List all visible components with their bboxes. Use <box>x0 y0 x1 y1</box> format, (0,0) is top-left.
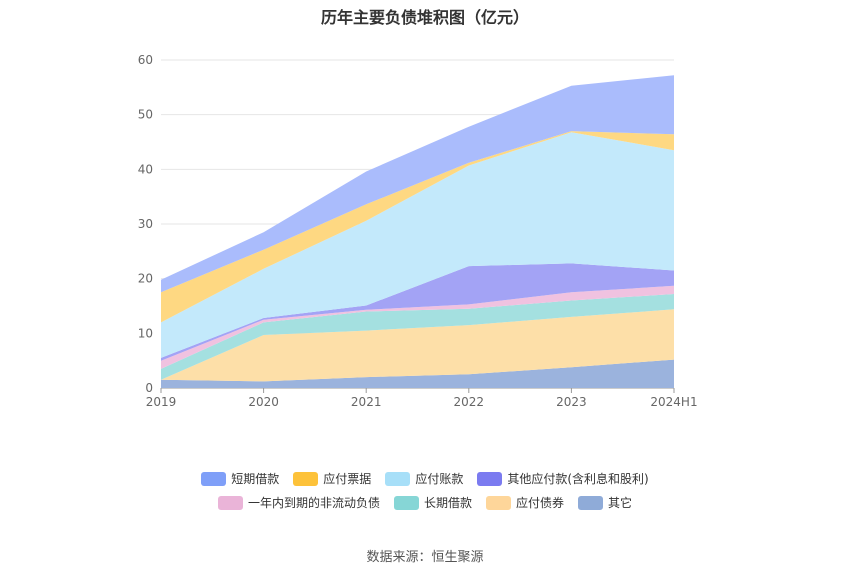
chart-legend: 短期借款 应付票据 应付账款 其他应付款(含利息和股利) 一年内到期的非流动负债 长期借款… <box>0 470 850 518</box>
legend-swatch <box>293 471 319 486</box>
legend-swatch <box>393 495 419 510</box>
legend-item[interactable]: 其它 <box>578 494 632 511</box>
legend-item[interactable]: 其他应付款(含利息和股利) <box>477 470 649 487</box>
area-series <box>161 309 674 382</box>
legend-item[interactable]: 长期借款 <box>393 494 472 511</box>
legend-swatch <box>486 495 511 510</box>
legend-swatch <box>201 471 227 486</box>
legend-label: 应付账款 <box>415 472 464 486</box>
area-series <box>161 285 674 369</box>
area-series <box>161 132 674 358</box>
legend-item[interactable]: 短期借款 <box>201 470 279 487</box>
y-tick-label: 30 <box>138 217 153 231</box>
chart-title: 历年主要负债堆积图（亿元） <box>320 8 529 27</box>
y-tick-label: 10 <box>138 326 153 340</box>
area-series <box>161 294 674 380</box>
legend-item[interactable]: 应付账款 <box>385 470 463 487</box>
y-tick-label: 20 <box>138 272 153 286</box>
legend-label: 应付债券 <box>516 496 565 510</box>
legend-label: 短期借款 <box>231 472 280 486</box>
legend-label: 一年内到期的非流动负债 <box>247 496 380 510</box>
legend-swatch <box>477 471 503 486</box>
x-tick-label: 2023 <box>556 395 587 409</box>
legend-item[interactable]: 应付票据 <box>293 470 371 487</box>
legend-row: 短期借款 应付票据 应付账款 其他应付款(含利息和股利) <box>0 470 850 487</box>
stacked-area-chart: 0 10 20 30 40 50 60 2019 2020 2021 2022 2023 2024H1 <box>138 53 698 409</box>
data-source-note: 数据来源：恒生聚源 <box>366 550 484 565</box>
y-tick-label: 50 <box>138 108 153 122</box>
legend-label: 其它 <box>608 496 633 510</box>
area-series <box>161 359 674 388</box>
legend-swatch <box>385 471 411 486</box>
legend-item[interactable]: 一年内到期的非流动负债 <box>217 494 380 511</box>
legend-item[interactable]: 应付债券 <box>486 494 564 511</box>
legend-swatch <box>217 495 243 510</box>
legend-label: 其他应付款(含利息和股利) <box>507 472 649 486</box>
legend-label: 应付票据 <box>323 472 372 486</box>
x-tick-label: 2019 <box>146 395 177 409</box>
legend-swatch <box>578 495 604 510</box>
legend-row: 一年内到期的非流动负债 长期借款 应付债券 其它 <box>0 494 850 511</box>
y-tick-label: 0 <box>145 381 153 395</box>
x-tick-label: 2020 <box>248 395 279 409</box>
y-tick-label: 60 <box>138 53 153 67</box>
x-tick-label: 2022 <box>454 395 485 409</box>
area-series <box>161 75 674 293</box>
legend-label: 长期借款 <box>423 496 472 510</box>
x-tick-label: 2021 <box>351 395 382 409</box>
x-tick-label: 2024H1 <box>650 395 697 409</box>
area-series <box>161 263 674 361</box>
y-tick-label: 40 <box>138 162 153 176</box>
